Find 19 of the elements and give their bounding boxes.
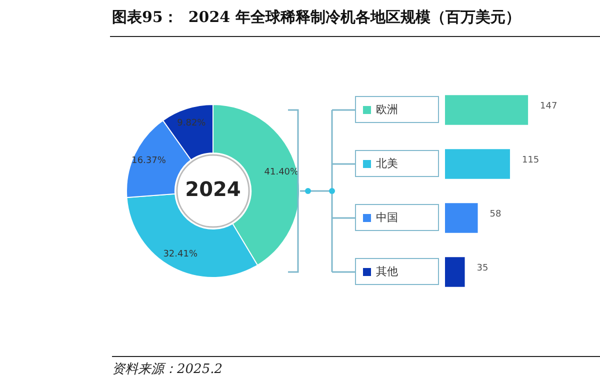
data-label: 58 [490,209,502,220]
data-label: 35 [476,263,488,274]
bar [445,203,478,233]
source-note: 资料来源：2025.2 [112,356,600,378]
text: 2024 [185,177,241,202]
y-tick-label: 中国 [376,210,398,225]
chart-title: 图表95： 2024 年全球稀释制冷机各地区规模（百万美元） [112,8,520,27]
y-tick-label: 其他 [376,264,398,279]
y-tick-label: 欧洲 [376,102,398,117]
data-label: 16.37% [132,156,166,166]
data-label: 115 [522,155,540,166]
data-label: 41.40% [264,167,300,178]
bar [445,95,528,125]
data-label: 147 [540,101,558,112]
bar [445,257,465,287]
data-label: 32.41% [163,249,198,260]
data-label: 9.82% [177,118,206,129]
bar [445,149,510,179]
y-tick-label: 北美 [376,156,398,171]
